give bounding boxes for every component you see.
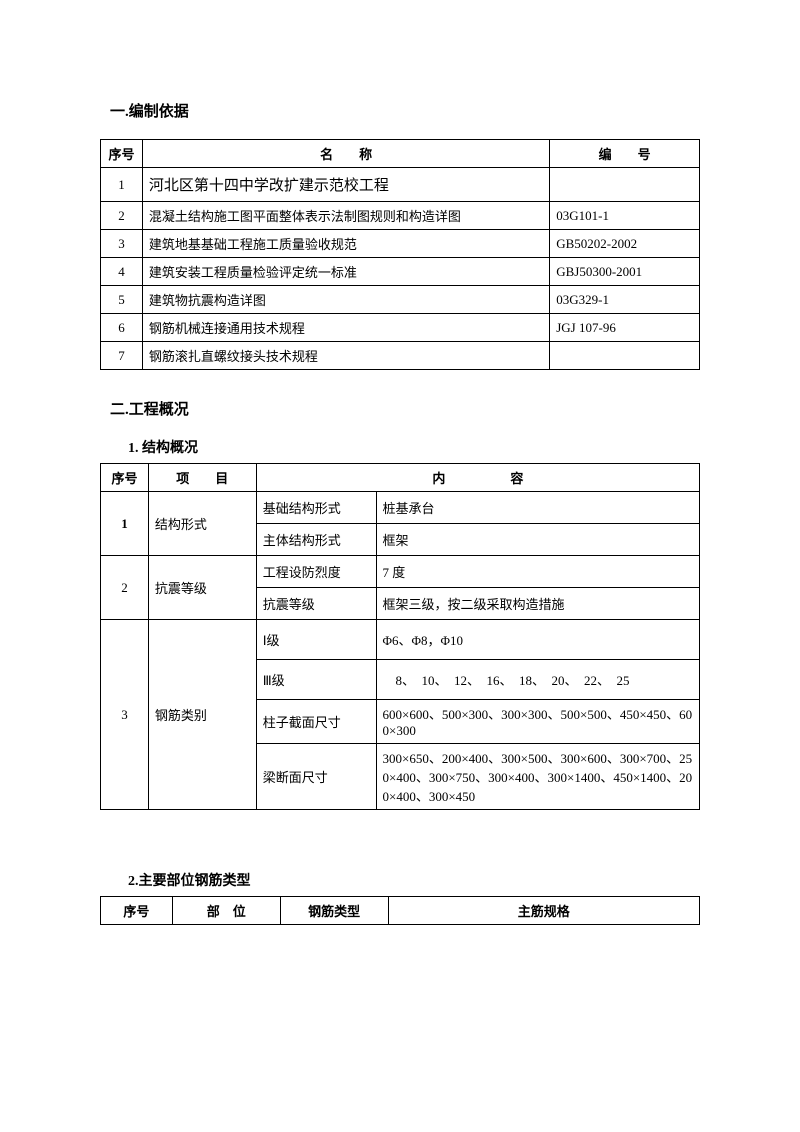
cell-num: 6 bbox=[101, 314, 143, 342]
table-basis: 序号 名 称 编 号 1 河北区第十四中学改扩建示范校工程 2 混凝土结构施工图… bbox=[100, 139, 700, 370]
cell-num: 1 bbox=[101, 492, 149, 556]
cell-code: GB50202-2002 bbox=[550, 230, 700, 258]
hdr-spec: 主筋规格 bbox=[388, 897, 700, 925]
cell-sub: Ⅲ级 bbox=[256, 660, 376, 700]
cell-val: 桩基承台 bbox=[376, 492, 699, 524]
hdr-num: 序号 bbox=[101, 464, 149, 492]
hdr-item: 项 目 bbox=[148, 464, 256, 492]
cell-name: 河北区第十四中学改扩建示范校工程 bbox=[142, 168, 549, 202]
cell-item: 钢筋类别 bbox=[148, 620, 256, 810]
cell-val: 7 度 bbox=[376, 556, 699, 588]
cell-sub: 抗震等级 bbox=[256, 588, 376, 620]
table-row: 3 建筑地基基础工程施工质量验收规范 GB50202-2002 bbox=[101, 230, 700, 258]
cell-name: 钢筋滚扎直螺纹接头技术规程 bbox=[142, 342, 549, 370]
cell-sub: 主体结构形式 bbox=[256, 524, 376, 556]
cell-num: 7 bbox=[101, 342, 143, 370]
cell-sub: 工程设防烈度 bbox=[256, 556, 376, 588]
cell-sub: 梁断面尺寸 bbox=[256, 744, 376, 810]
table-row: 7 钢筋滚扎直螺纹接头技术规程 bbox=[101, 342, 700, 370]
hdr-name: 名 称 bbox=[142, 140, 549, 168]
hdr-num: 序号 bbox=[101, 897, 173, 925]
table-row: 4 建筑安装工程质量检验评定统一标准 GBJ50300-2001 bbox=[101, 258, 700, 286]
hdr-pos: 部 位 bbox=[172, 897, 280, 925]
cell-code: JGJ 107-96 bbox=[550, 314, 700, 342]
cell-code: GBJ50300-2001 bbox=[550, 258, 700, 286]
cell-num: 2 bbox=[101, 202, 143, 230]
table-row: 2 混凝土结构施工图平面整体表示法制图规则和构造详图 03G101-1 bbox=[101, 202, 700, 230]
cell-sub: 柱子截面尺寸 bbox=[256, 700, 376, 744]
cell-name: 钢筋机械连接通用技术规程 bbox=[142, 314, 549, 342]
cell-val: 框架 bbox=[376, 524, 699, 556]
cell-val: 8、 10、 12、 16、 18、 20、 22、 25 bbox=[376, 660, 699, 700]
cell-num: 1 bbox=[101, 168, 143, 202]
cell-code: 03G101-1 bbox=[550, 202, 700, 230]
cell-val: 300×650、200×400、300×500、300×600、300×700、… bbox=[376, 744, 699, 810]
table-header-row: 序号 项 目 内 容 bbox=[101, 464, 700, 492]
cell-code: 03G329-1 bbox=[550, 286, 700, 314]
table-row: 1 河北区第十四中学改扩建示范校工程 bbox=[101, 168, 700, 202]
table-row: 1 结构形式 基础结构形式 桩基承台 bbox=[101, 492, 700, 524]
cell-num: 3 bbox=[101, 620, 149, 810]
cell-name: 建筑安装工程质量检验评定统一标准 bbox=[142, 258, 549, 286]
cell-num: 2 bbox=[101, 556, 149, 620]
cell-code bbox=[550, 342, 700, 370]
cell-num: 3 bbox=[101, 230, 143, 258]
cell-val: 框架三级，按二级采取构造措施 bbox=[376, 588, 699, 620]
table-row: 5 建筑物抗震构造详图 03G329-1 bbox=[101, 286, 700, 314]
cell-name: 建筑物抗震构造详图 bbox=[142, 286, 549, 314]
table-header-row: 序号 部 位 钢筋类型 主筋规格 bbox=[101, 897, 700, 925]
cell-sub: 基础结构形式 bbox=[256, 492, 376, 524]
table-structure: 序号 项 目 内 容 1 结构形式 基础结构形式 桩基承台 主体结构形式 框架 … bbox=[100, 463, 700, 810]
cell-name: 建筑地基基础工程施工质量验收规范 bbox=[142, 230, 549, 258]
hdr-content: 内 容 bbox=[256, 464, 699, 492]
sub1-heading: 1. 结构概况 bbox=[128, 437, 700, 457]
section2-heading: 二.工程概况 bbox=[110, 398, 700, 419]
table-row: 2 抗震等级 工程设防烈度 7 度 bbox=[101, 556, 700, 588]
cell-num: 5 bbox=[101, 286, 143, 314]
cell-val: 600×600、500×300、300×300、500×500、450×450、… bbox=[376, 700, 699, 744]
section1-heading: 一.编制依据 bbox=[110, 100, 700, 121]
hdr-type: 钢筋类型 bbox=[280, 897, 388, 925]
cell-sub: Ⅰ级 bbox=[256, 620, 376, 660]
sub2-heading: 2.主要部位钢筋类型 bbox=[128, 870, 700, 890]
table-header-row: 序号 名 称 编 号 bbox=[101, 140, 700, 168]
cell-name: 混凝土结构施工图平面整体表示法制图规则和构造详图 bbox=[142, 202, 549, 230]
hdr-num: 序号 bbox=[101, 140, 143, 168]
table-row: 6 钢筋机械连接通用技术规程 JGJ 107-96 bbox=[101, 314, 700, 342]
table-rebar-type: 序号 部 位 钢筋类型 主筋规格 bbox=[100, 896, 700, 925]
cell-code bbox=[550, 168, 700, 202]
cell-num: 4 bbox=[101, 258, 143, 286]
hdr-code: 编 号 bbox=[550, 140, 700, 168]
cell-val: Φ6、Φ8，Φ10 bbox=[376, 620, 699, 660]
cell-item: 抗震等级 bbox=[148, 556, 256, 620]
table-row: 3 钢筋类别 Ⅰ级 Φ6、Φ8，Φ10 bbox=[101, 620, 700, 660]
cell-item: 结构形式 bbox=[148, 492, 256, 556]
